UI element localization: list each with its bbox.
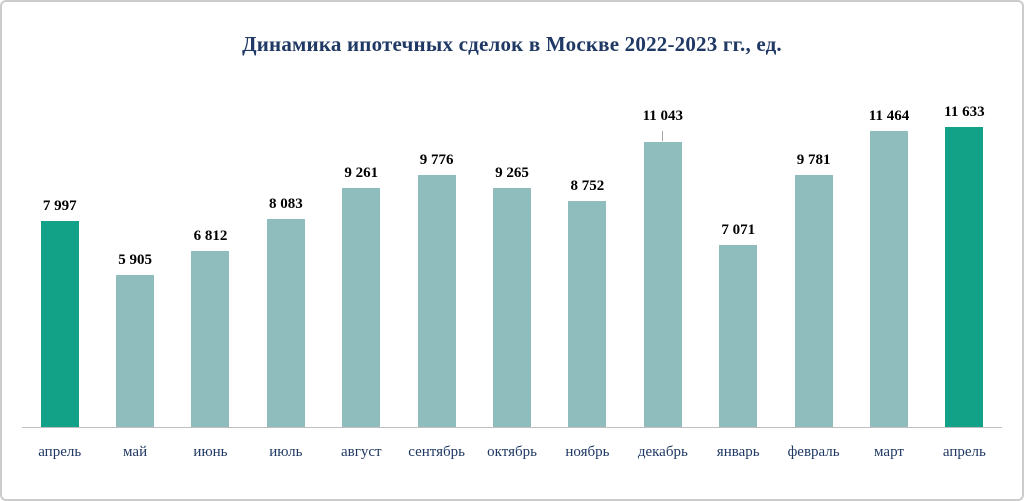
bar-slot: 9 776 [399, 152, 474, 427]
bar-6-октябрь [493, 188, 532, 427]
bar-value-label: 8 752 [570, 178, 605, 194]
bar-slot: 8 083 [248, 196, 323, 427]
x-tick-label: май [123, 444, 148, 460]
bar-5-сентябрь [417, 175, 456, 427]
bar-value-label: 7 071 [721, 222, 756, 238]
bar-value-label: 9 265 [495, 165, 529, 181]
bar-value-label: 5 905 [118, 252, 152, 268]
chart-title: Динамика ипотечных сделок в Москве 2022-… [242, 32, 782, 56]
bar-slot: 7 071 [701, 222, 776, 427]
bar-value-label: 8 083 [268, 196, 303, 212]
x-tick-label: июль [269, 444, 303, 460]
bar-slot: 11 043 [625, 108, 700, 427]
bar-12-апрель [945, 127, 984, 427]
bar-value-label: 9 261 [344, 165, 379, 181]
bar-slot: 8 752 [550, 178, 625, 427]
bar-value-label: 7 997 [42, 198, 77, 214]
bar-2-июнь [191, 251, 230, 427]
bar-7-ноябрь [568, 201, 607, 427]
x-tick-label: январь [716, 444, 760, 460]
bar-9-январь [719, 245, 758, 427]
x-tick-label: март [874, 444, 904, 460]
bar-slot: 7 997 [22, 198, 97, 427]
x-tick-label: ноябрь [565, 444, 610, 460]
bars-container: 7 997 5 905 6 812 8 083 9 261 9 776 9 265 8 752… [22, 82, 1002, 428]
bar-10-февраль [794, 175, 833, 427]
bar-3-июль [266, 219, 305, 427]
bar-slot: 11 633 [927, 104, 1002, 427]
bar-slot: 9 781 [776, 152, 851, 427]
bar-value-label: 9 781 [796, 152, 831, 168]
x-tick-label: октябрь [487, 444, 537, 460]
x-tick-label: июнь [193, 444, 228, 460]
x-tick-label: декабрь [637, 444, 688, 460]
bar-0-апрель [40, 221, 79, 427]
bar-11-март [869, 131, 908, 427]
bar-value-label: 11 464 [868, 108, 910, 124]
bar-4-август [342, 188, 381, 427]
bar-slot: 5 905 [97, 252, 172, 427]
bar-slot: 6 812 [173, 228, 248, 427]
bar-value-label: 11 633 [944, 104, 985, 120]
bar-slot: 9 265 [474, 165, 549, 427]
x-tick-label: сентябрь [408, 444, 466, 460]
bar-value-label: 6 812 [193, 228, 228, 244]
bar-1-май [116, 275, 155, 427]
x-tick-label: апрель [942, 444, 986, 460]
bar-value-label: 9 776 [419, 152, 454, 168]
x-tick-label: февраль [787, 444, 840, 460]
x-axis-labels: апрель май июнь июль август сентябрь октябрь но… [22, 444, 1002, 461]
leader-line [662, 131, 664, 141]
bar-value-label: 11 043 [642, 108, 684, 124]
bar-slot: 11 464 [851, 108, 926, 427]
bar-8-декабрь [643, 142, 682, 427]
bar-slot: 9 261 [324, 165, 399, 427]
x-tick-label: август [340, 444, 382, 460]
x-tick-label: апрель [38, 444, 82, 460]
